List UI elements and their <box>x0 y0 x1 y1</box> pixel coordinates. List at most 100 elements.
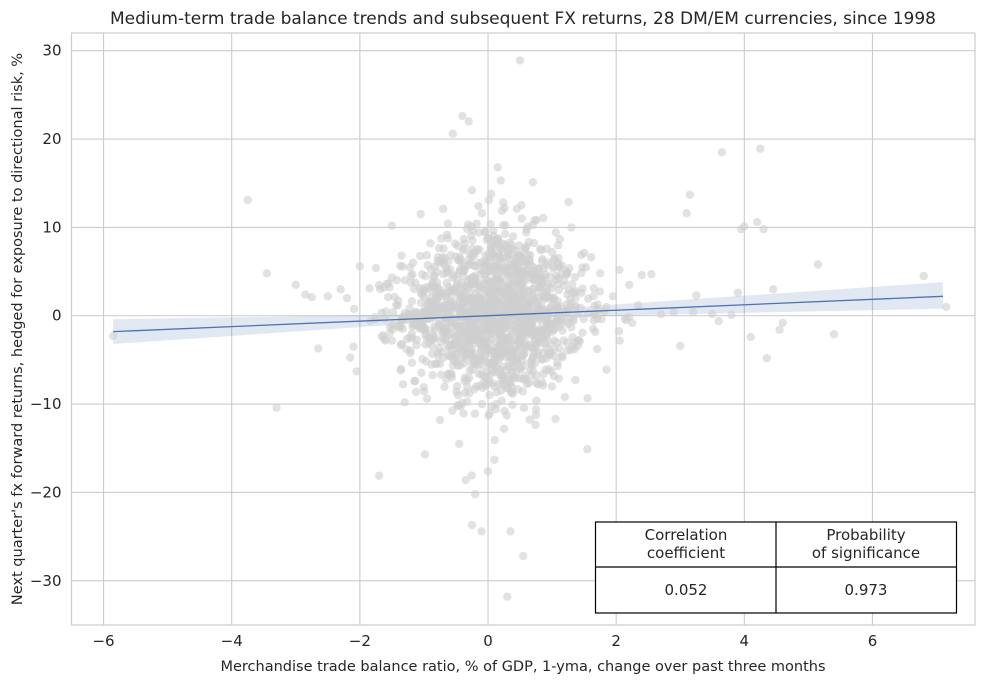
scatter-point <box>467 251 476 260</box>
scatter-point <box>602 302 611 312</box>
scatter-point <box>461 475 470 485</box>
scatter-point <box>474 228 483 237</box>
scatter-point <box>355 262 365 271</box>
scatter-point <box>682 209 691 218</box>
scatter-point <box>449 271 458 280</box>
regression-line <box>113 295 943 333</box>
scatter-point <box>566 295 575 304</box>
x-tick-label: 4 <box>740 632 750 650</box>
scatter-point <box>557 351 566 360</box>
scatter-point <box>542 292 552 302</box>
scatter-point <box>537 246 546 255</box>
scatter-point <box>727 310 736 320</box>
scatter-point <box>399 314 408 323</box>
scatter-point <box>481 256 490 265</box>
scatter-point <box>568 279 577 289</box>
scatter-point <box>243 195 252 205</box>
scatter-point <box>554 273 563 282</box>
scatter-point <box>465 274 475 284</box>
scatter-point <box>490 235 500 245</box>
scatter-point <box>480 279 489 288</box>
regression-fit-line <box>113 295 943 333</box>
scatter-point <box>485 390 494 400</box>
scatter-point <box>520 341 530 350</box>
scatter-point <box>438 204 448 214</box>
scatter-point <box>390 292 399 302</box>
scatter-point <box>452 381 462 391</box>
stats-value-probability: 0.973 <box>845 581 888 599</box>
scatter-point <box>504 287 513 297</box>
scatter-point <box>708 309 717 319</box>
scatter-point <box>752 217 762 227</box>
scatter-point <box>398 262 407 271</box>
scatter-point <box>529 276 538 285</box>
scatter-point <box>410 376 419 386</box>
scatter-point <box>583 394 592 403</box>
scatter-point <box>498 198 508 207</box>
scatter-point <box>388 308 398 317</box>
scatter-point <box>496 176 506 185</box>
scatter-point <box>349 304 359 314</box>
scatter-point <box>740 222 749 231</box>
scatter-point <box>621 315 630 325</box>
scatter-point <box>508 321 517 331</box>
scatter-point <box>492 399 501 409</box>
scatter-point <box>676 341 685 350</box>
y-tick-label: −30 <box>30 572 62 590</box>
scatter-point <box>463 220 473 229</box>
scatter-point <box>688 308 698 317</box>
scatter-point <box>512 204 522 214</box>
scatter-point <box>387 221 397 230</box>
scatter-point <box>528 344 537 354</box>
scatter-point <box>412 340 421 350</box>
scatter-point <box>571 375 580 385</box>
scatter-point <box>546 303 555 312</box>
scatter-point <box>314 344 323 353</box>
scatter-point <box>499 318 509 327</box>
x-axis-label: Merchandise trade balance ratio, % of GD… <box>220 659 825 675</box>
scatter-point <box>445 343 454 352</box>
x-tick-label: 0 <box>483 632 493 650</box>
scatter-point <box>521 266 530 276</box>
scatter-point <box>516 274 525 284</box>
scatter-point <box>443 318 452 327</box>
scatter-point <box>529 326 539 336</box>
scatter-point <box>435 415 445 425</box>
scatter-point <box>291 280 300 290</box>
scatter-point <box>442 311 452 320</box>
scatter-point <box>470 409 480 418</box>
scatter-point <box>428 370 437 380</box>
scatter-point <box>562 267 571 276</box>
scatter-point <box>396 366 405 375</box>
scatter-point <box>538 254 547 264</box>
scatter-point <box>442 230 452 239</box>
scatter-point <box>515 241 524 250</box>
scatter-point <box>608 292 618 301</box>
scatter-point <box>422 251 432 260</box>
scatter-point <box>409 284 419 294</box>
scatter-point <box>714 316 723 326</box>
scatter-point <box>551 228 560 237</box>
scatter-point <box>460 239 470 248</box>
scatter-point <box>473 292 483 302</box>
scatter-point <box>426 265 436 274</box>
scatter-point <box>509 261 518 270</box>
scatter-point <box>370 313 379 322</box>
scatter-point <box>551 414 560 424</box>
scatter-point <box>440 253 449 263</box>
scatter-point <box>411 313 420 323</box>
scatter-point <box>405 263 415 272</box>
scatter-point <box>542 261 552 270</box>
scatter-point <box>375 284 385 294</box>
stats-header-correlation-line1: Correlation <box>645 526 728 544</box>
scatter-point <box>493 163 502 172</box>
scatter-point <box>552 338 561 347</box>
scatter-point <box>392 300 401 310</box>
scatter-point <box>481 321 490 330</box>
scatter-point <box>516 374 525 383</box>
scatter-point <box>467 313 476 323</box>
scatter-point <box>426 239 435 248</box>
stats-header-probability-line2: of significance <box>812 544 920 562</box>
scatter-point <box>397 251 406 260</box>
